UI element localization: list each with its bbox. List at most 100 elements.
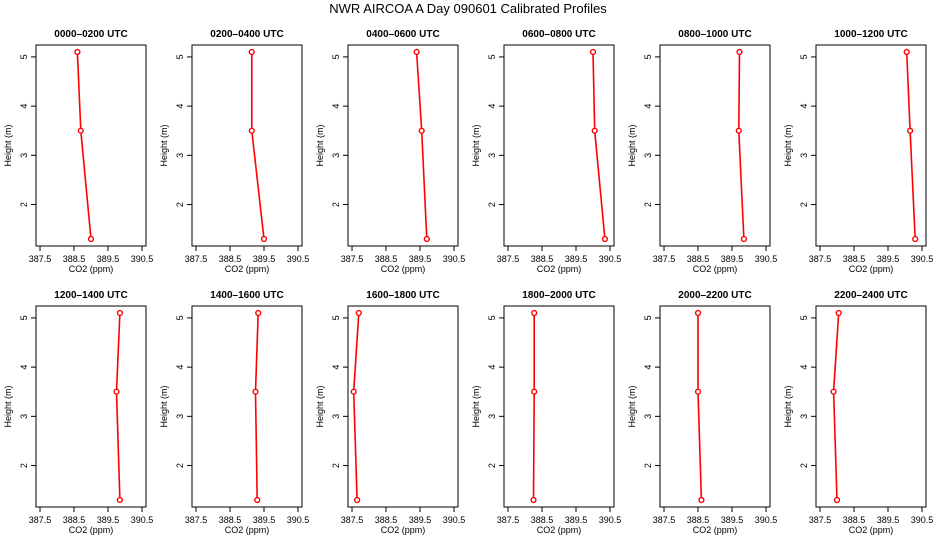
x-tick-label: 390.5 <box>911 254 934 264</box>
y-tick-label: 2 <box>487 463 497 468</box>
y-tick-label: 3 <box>487 414 497 419</box>
plot-frame <box>503 305 615 508</box>
x-tick-label: 387.5 <box>497 254 520 264</box>
y-tick-label: 5 <box>487 315 497 320</box>
x-axis-label: CO2 (ppm) <box>381 264 426 274</box>
y-tick-label: 5 <box>19 315 29 320</box>
data-point <box>113 388 120 395</box>
y-tick-label: 5 <box>331 315 341 320</box>
x-tick-label: 390.5 <box>287 254 310 264</box>
data-point <box>248 48 255 56</box>
x-tick-label: 388.5 <box>63 515 86 525</box>
y-axis-label: Height (m) <box>159 124 169 166</box>
x-tick-label: 390.5 <box>443 254 466 264</box>
profile-line <box>254 312 259 501</box>
data-point <box>835 309 842 317</box>
x-tick-label: 390.5 <box>911 515 934 525</box>
profile-panel: 0600–0800 UTC 387.5 388.5 389.5 390.5 CO2 (pp… <box>471 29 621 274</box>
x-tick-label: 388.5 <box>843 254 866 264</box>
data-point <box>906 127 914 134</box>
x-tick-label: 387.5 <box>497 515 520 525</box>
data-point <box>833 496 841 504</box>
plot-frame <box>191 305 303 508</box>
x-tick-label: 387.5 <box>341 254 364 264</box>
panel-title: 0600–0800 UTC <box>522 29 595 40</box>
y-tick-label: 4 <box>487 365 497 370</box>
panel-title: 0400–0600 UTC <box>366 29 439 40</box>
x-axis-label: CO2 (ppm) <box>693 264 738 274</box>
x-tick-label: 388.5 <box>687 254 710 264</box>
profile-panel: 2200–2400 UTC 387.5 388.5 389.5 390.5 CO2 (pp… <box>783 290 933 535</box>
y-tick-label: 2 <box>331 463 341 468</box>
data-point <box>694 388 702 395</box>
x-tick-label: 387.5 <box>809 254 832 264</box>
plot-frame <box>35 44 147 247</box>
x-tick-label: 389.5 <box>877 515 900 525</box>
x-tick-label: 389.5 <box>253 515 276 525</box>
data-point <box>260 235 268 243</box>
data-point <box>254 496 261 504</box>
y-tick-label: 5 <box>799 54 809 59</box>
data-point <box>531 388 538 395</box>
x-tick-label: 388.5 <box>687 515 710 525</box>
x-tick-label: 387.5 <box>185 254 208 264</box>
profile-line <box>832 312 840 501</box>
data-point <box>830 388 837 395</box>
profile-line <box>76 51 92 240</box>
y-tick-label: 2 <box>799 463 809 468</box>
y-tick-label: 4 <box>331 104 341 109</box>
y-axis-label: Height (m) <box>3 124 13 166</box>
panel-title: 1800–2000 UTC <box>522 290 595 301</box>
data-point <box>903 48 910 56</box>
plot-frame <box>659 44 771 247</box>
x-axis-label: CO2 (ppm) <box>69 525 114 535</box>
y-tick-label: 4 <box>799 104 809 109</box>
panel-title: 0200–0400 UTC <box>210 29 283 40</box>
y-tick-label: 2 <box>799 202 809 207</box>
x-tick-label: 389.5 <box>565 515 588 525</box>
profile-panel: 1000–1200 UTC 387.5 388.5 389.5 390.5 CO2 (pp… <box>783 29 933 274</box>
y-tick-label: 4 <box>19 104 29 109</box>
y-tick-label: 3 <box>799 153 809 158</box>
data-point <box>530 496 537 504</box>
x-tick-label: 390.5 <box>131 515 154 525</box>
x-tick-label: 390.5 <box>755 254 778 264</box>
y-tick-label: 5 <box>799 315 809 320</box>
profile-panel: 1600–1800 UTC 387.5 388.5 389.5 390.5 CO2 (pp… <box>315 290 465 535</box>
y-tick-label: 4 <box>19 365 29 370</box>
panel-title: 2000–2200 UTC <box>678 290 751 301</box>
y-tick-label: 3 <box>175 153 185 158</box>
panel-title: 1000–1200 UTC <box>834 29 907 40</box>
profile-panel: 0000–0200 UTC 387.5 388.5 389.5 390.5 CO2 (pp… <box>3 29 153 274</box>
y-tick-label: 3 <box>331 414 341 419</box>
x-tick-label: 388.5 <box>375 515 398 525</box>
profile-line <box>532 313 536 501</box>
y-tick-label: 5 <box>643 315 653 320</box>
y-tick-label: 2 <box>19 463 29 468</box>
y-tick-label: 5 <box>19 54 29 59</box>
profile-panel: 1800–2000 UTC 387.5 388.5 389.5 390.5 CO2 (pp… <box>471 290 621 535</box>
x-tick-label: 389.5 <box>721 254 744 264</box>
data-point <box>413 48 420 56</box>
profile-panel: 2000–2200 UTC 387.5 388.5 389.5 390.5 CO2 (pp… <box>627 290 777 535</box>
y-tick-label: 4 <box>487 104 497 109</box>
y-axis-label: Height (m) <box>159 385 169 427</box>
x-axis-label: CO2 (ppm) <box>381 525 426 535</box>
y-tick-label: 3 <box>643 414 653 419</box>
panel-title: 0800–1000 UTC <box>678 29 751 40</box>
y-axis-label: Height (m) <box>3 385 13 427</box>
x-tick-label: 388.5 <box>219 515 242 525</box>
x-tick-label: 387.5 <box>653 515 676 525</box>
data-point <box>912 235 919 243</box>
y-tick-label: 3 <box>175 414 185 419</box>
profile-panel: 0800–1000 UTC 387.5 388.5 389.5 390.5 CO2 (pp… <box>627 29 777 274</box>
data-point <box>252 388 259 395</box>
y-tick-label: 3 <box>643 153 653 158</box>
profile-line <box>905 51 916 240</box>
y-tick-label: 5 <box>487 54 497 59</box>
y-tick-label: 5 <box>175 54 185 59</box>
y-tick-label: 3 <box>331 153 341 158</box>
data-point <box>735 127 742 134</box>
data-point <box>87 235 95 243</box>
y-tick-label: 4 <box>331 365 341 370</box>
